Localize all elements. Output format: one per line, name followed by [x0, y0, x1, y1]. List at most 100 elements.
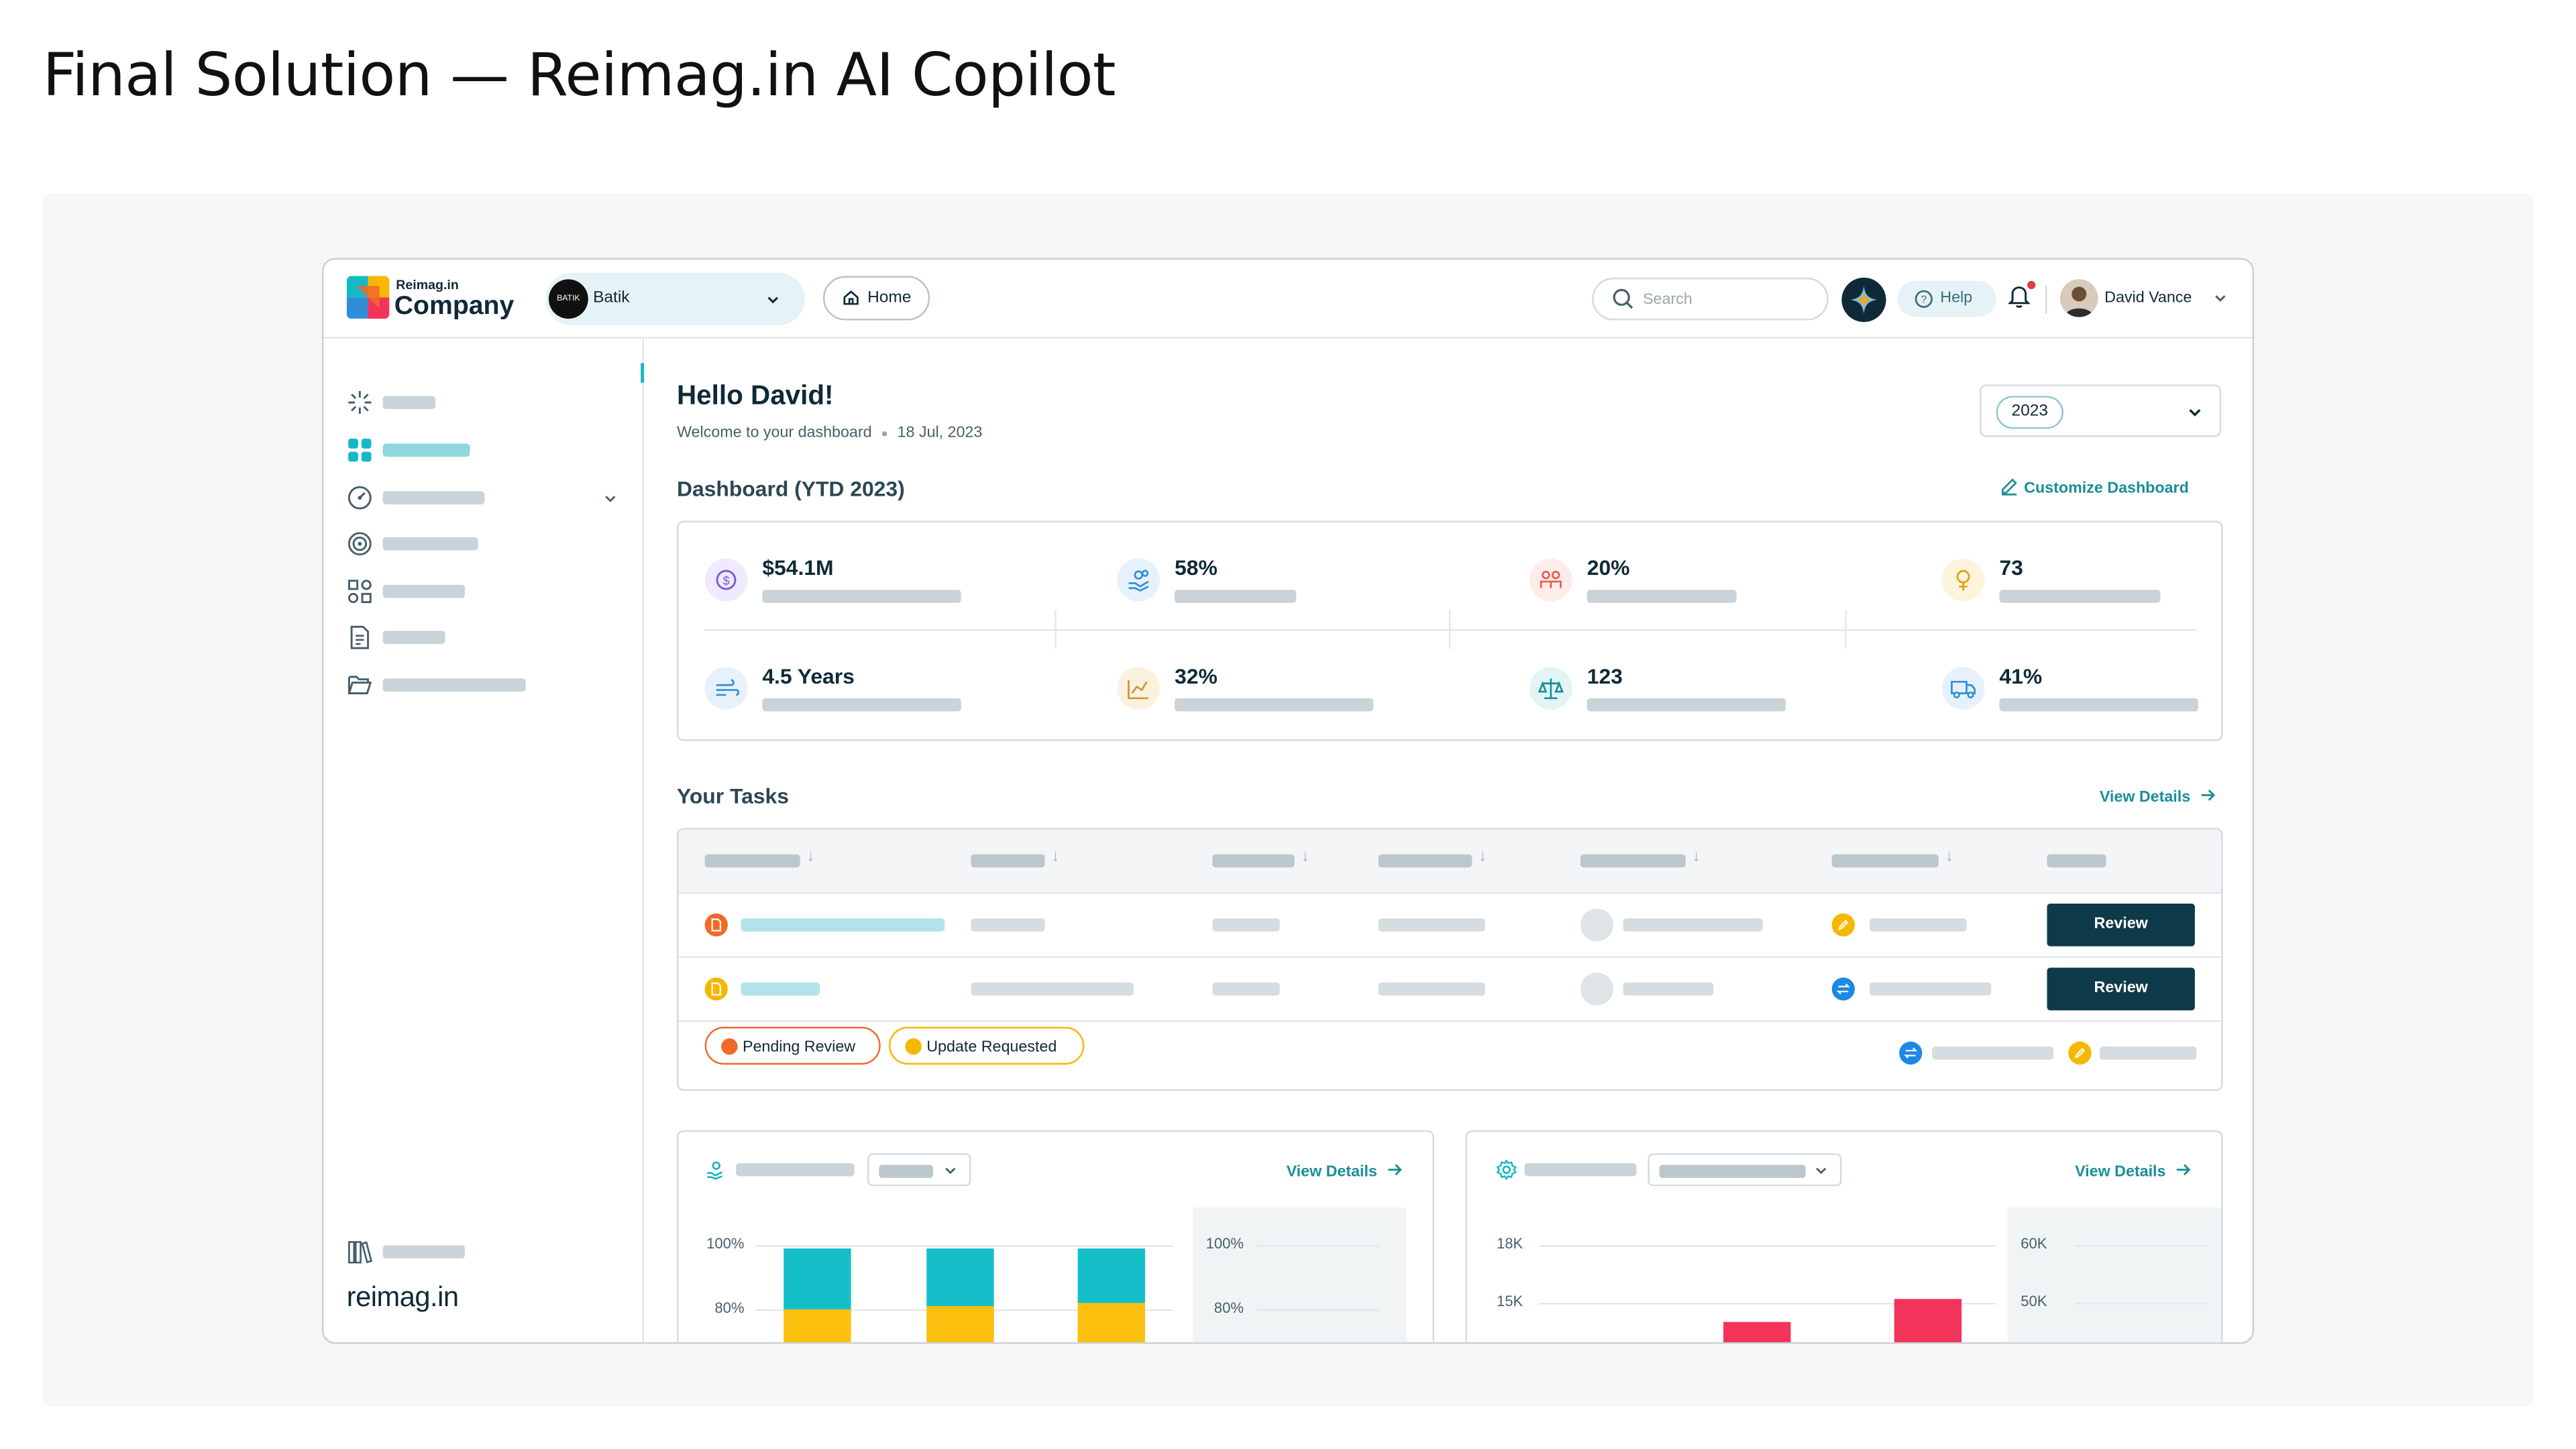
year-selector[interactable]: 2023 — [1980, 384, 2222, 437]
sidebar-item-label — [382, 491, 485, 504]
sort-arrow-icon[interactable]: ↓ — [806, 847, 815, 866]
legend-dot — [721, 1038, 738, 1055]
bar-segment-lower[interactable] — [926, 1306, 994, 1344]
svg-text:$: $ — [722, 574, 729, 588]
hand-coins-icon — [1117, 558, 1160, 602]
kpi-women[interactable]: 73 — [1941, 555, 2253, 621]
column-header[interactable] — [971, 854, 1045, 868]
chart-filter-dropdown[interactable] — [867, 1153, 971, 1187]
task-name-bar[interactable] — [741, 918, 945, 932]
topbar-divider — [2045, 286, 2047, 314]
target-icon — [347, 532, 372, 556]
sort-arrow-icon[interactable]: ↓ — [1301, 847, 1309, 866]
bar-segment-lower[interactable] — [784, 1309, 851, 1344]
kpi-delivery[interactable]: 41% — [1941, 663, 2253, 729]
company-logo-icon[interactable] — [346, 276, 390, 319]
greeting: Hello David! — [676, 381, 834, 411]
kpi-compliance[interactable]: 123 — [1529, 663, 1858, 729]
column-header[interactable] — [704, 854, 800, 868]
sidebar-item-label — [382, 443, 470, 457]
arrow-right-icon — [2176, 1164, 2191, 1176]
view-details-label: View Details — [2099, 788, 2191, 807]
cell-bar — [971, 982, 1134, 996]
kpi-retention[interactable]: 58% — [1117, 555, 1446, 621]
gridline — [755, 1245, 1173, 1247]
chart-title-bar — [736, 1163, 855, 1177]
document-icon — [350, 625, 370, 649]
logo-brand-company: Company — [394, 292, 515, 321]
ai-copilot-button[interactable] — [1841, 277, 1886, 323]
kpi-tenure[interactable]: 4.5 Years — [704, 663, 1034, 729]
dropdown-value-bar — [1659, 1165, 1806, 1178]
sort-arrow-icon[interactable]: ↓ — [1479, 847, 1487, 866]
stacked-bar-chart — [784, 1248, 1145, 1344]
table-row[interactable]: Review — [678, 958, 2222, 1022]
bar-segment-upper[interactable] — [1077, 1248, 1145, 1303]
column-header[interactable] — [1212, 854, 1295, 868]
tasks-view-details-link[interactable]: View Details — [2100, 787, 2216, 806]
company-name: Batik — [593, 289, 630, 307]
review-button[interactable]: Review — [2047, 967, 2195, 1011]
components-icon — [347, 580, 372, 604]
bar-segment-upper[interactable] — [926, 1248, 994, 1307]
company-selector[interactable]: BATIK Batik — [545, 272, 806, 325]
cell-bar — [1869, 982, 1992, 996]
page-title: Final Solution — Reimag.in AI Copilot — [42, 42, 1116, 111]
cell-bar — [971, 918, 1045, 932]
table-row[interactable]: Review — [678, 894, 2222, 958]
view-details-label: View Details — [2075, 1163, 2166, 1181]
kpi-growth[interactable]: 32% — [1117, 663, 1446, 729]
kpi-divider — [1055, 609, 1057, 649]
review-button[interactable]: Review — [2047, 903, 2195, 947]
y-tick-label: 18K — [1497, 1235, 1523, 1252]
help-button[interactable]: ? Help — [1897, 280, 1996, 317]
column-header[interactable] — [1831, 854, 1939, 868]
kpi-label-bar — [1587, 698, 1786, 712]
sidebar-item-label — [382, 678, 526, 692]
column-header[interactable] — [1378, 854, 1472, 868]
library-icon — [348, 1241, 373, 1264]
legend-bar — [2099, 1046, 2197, 1060]
chart-view-details-link[interactable]: View Details — [1287, 1161, 1403, 1181]
search-icon — [1613, 288, 1633, 309]
bar-segment-upper[interactable] — [784, 1248, 851, 1309]
gauge-icon — [347, 486, 372, 510]
home-button[interactable]: Home — [822, 276, 930, 321]
hand-coins-icon — [707, 1161, 722, 1180]
column-header[interactable] — [1580, 854, 1686, 868]
arrow-right-icon — [1388, 1164, 1402, 1176]
chart-panel-left: View Details 100% 80% 100% 80% — [676, 1130, 1434, 1344]
kpi-revenue[interactable]: $ $54.1M — [704, 555, 1034, 621]
user-name[interactable]: David Vance — [2104, 289, 2192, 307]
user-menu-chevron-icon[interactable] — [2213, 290, 2228, 305]
bar-segment-lower[interactable] — [1077, 1303, 1145, 1344]
chart-filter-dropdown[interactable] — [1648, 1153, 1842, 1187]
customize-dashboard-link[interactable]: Customize Dashboard — [2001, 478, 2189, 498]
cell-bar — [1212, 918, 1280, 932]
sidebar-item-label — [382, 537, 478, 551]
sort-arrow-icon[interactable]: ↓ — [1692, 847, 1701, 866]
document-status-icon — [704, 913, 728, 936]
kpi-attrition[interactable]: 20% — [1529, 555, 1858, 621]
gridline — [1539, 1303, 1996, 1305]
notification-bell-icon[interactable] — [2007, 282, 2031, 309]
gridline — [1539, 1245, 1996, 1247]
kpi-value: $54.1M — [762, 555, 834, 580]
task-name-bar[interactable] — [741, 982, 820, 996]
sort-arrow-icon[interactable]: ↓ — [1051, 847, 1060, 866]
bar[interactable] — [1723, 1322, 1791, 1344]
sparkle-burst-icon — [348, 390, 372, 415]
sidebar-item-performance[interactable] — [347, 484, 626, 511]
search-input[interactable]: Search — [1592, 277, 1829, 321]
app-window: Reimag.in Company BATIK Batik Home Searc… — [322, 258, 2255, 1344]
year-value: 2023 — [1996, 396, 2063, 429]
kpi-card: $ $54.1M 58% 20% 73 — [676, 521, 2223, 741]
bar[interactable] — [1894, 1299, 1962, 1344]
chevron-down-icon[interactable] — [603, 491, 618, 506]
chevron-down-icon — [2189, 409, 2201, 417]
chart-view-details-link[interactable]: View Details — [2075, 1161, 2192, 1181]
sort-arrow-icon[interactable]: ↓ — [1945, 847, 1953, 866]
sidebar-active-indicator — [641, 363, 645, 383]
user-avatar[interactable] — [2060, 279, 2098, 317]
help-circle-icon: ? — [1915, 290, 1933, 308]
